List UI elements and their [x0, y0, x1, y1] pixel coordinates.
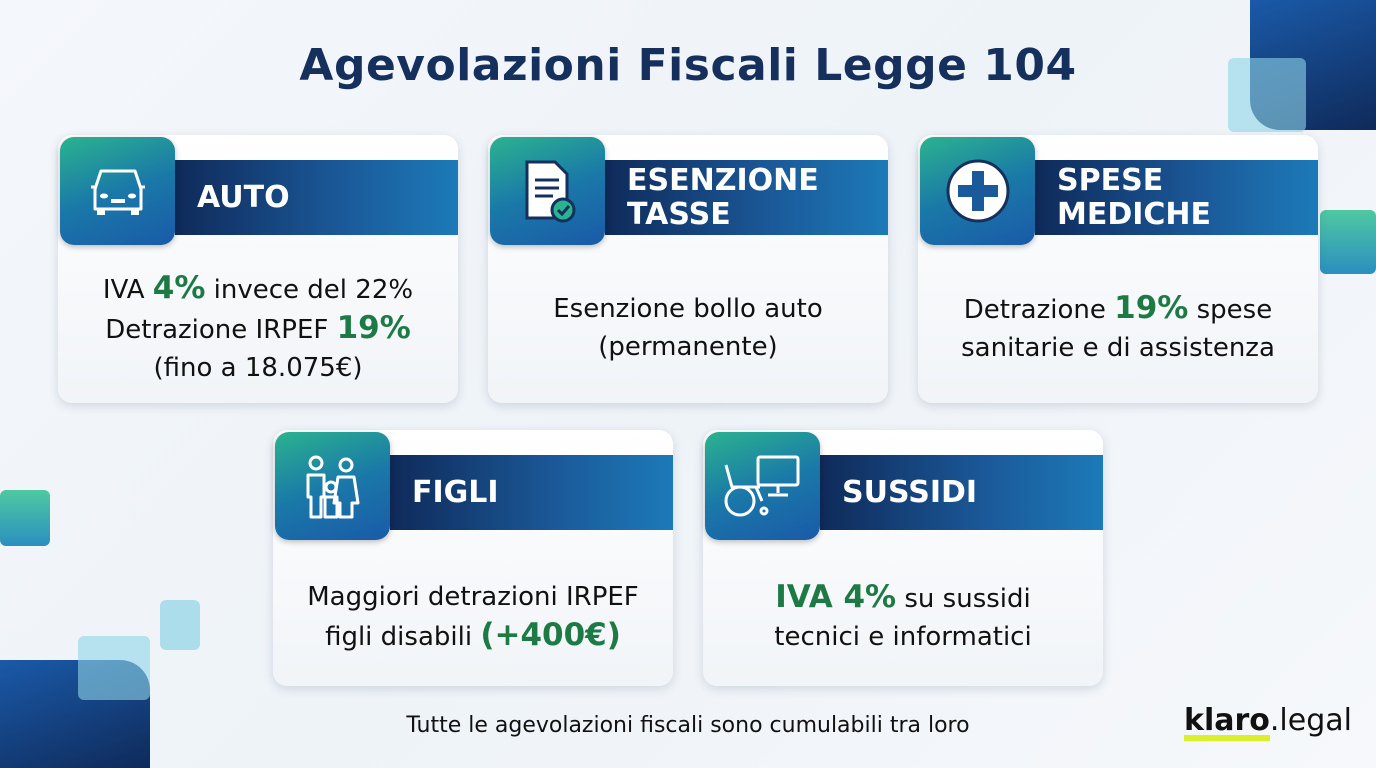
- line-text: (permanente): [598, 332, 778, 362]
- card-heading: SPESE MEDICHE: [1035, 160, 1318, 235]
- logo-bold: klaro: [1184, 703, 1270, 738]
- highlight-value: IVA 4%: [775, 579, 897, 615]
- card-heading: AUTO: [175, 160, 458, 235]
- card-line: sanitarie e di assistenza: [961, 329, 1275, 367]
- decor-shape: [78, 636, 150, 700]
- card-spese-mediche: SPESE MEDICHE Detrazione 19% spese sanitar…: [918, 135, 1318, 403]
- card-line: Detrazione IRPEF 19%: [105, 309, 411, 349]
- car-icon: [60, 137, 175, 245]
- line-text: Maggiori detrazioni IRPEF: [307, 582, 639, 612]
- card-line: figli disabili (+400€): [325, 616, 621, 656]
- page-title: Agevolazioni Fiscali Legge 104: [299, 40, 1077, 91]
- wheelchair-computer-icon: [705, 432, 820, 540]
- card-sussidi: SUSSIDI IVA 4% su sussidi tecnici e inform…: [703, 430, 1103, 686]
- line-text: figli disabili: [325, 622, 481, 652]
- card-line: Maggiori detrazioni IRPEF: [307, 578, 639, 616]
- card-figli: FIGLI Maggiori detrazioni IRPEF figli disa…: [273, 430, 673, 686]
- card-body: Maggiori detrazioni IRPEF figli disabili …: [273, 548, 673, 686]
- decor-shape: [160, 600, 200, 650]
- line-text: spese: [1188, 295, 1273, 325]
- card-heading: ESENZIONE TASSE: [605, 160, 888, 235]
- line-text: IVA: [102, 275, 153, 305]
- card-line: IVA 4% invece del 22%: [103, 269, 413, 309]
- decor-shape: [1228, 58, 1306, 132]
- footer-note: Tutte le agevolazioni fiscali sono cumul…: [406, 713, 970, 738]
- card-body: Detrazione 19% spese sanitarie e di assis…: [918, 253, 1318, 403]
- highlight-value: 19%: [336, 310, 411, 346]
- medical-cross-icon: [920, 137, 1035, 245]
- card-auto: AUTO IVA 4% invece del 22% Detrazione IRPE…: [58, 135, 458, 403]
- line-text: su sussidi: [896, 584, 1031, 614]
- decor-shape: [0, 490, 50, 546]
- card-body: IVA 4% invece del 22% Detrazione IRPEF 19…: [58, 253, 458, 403]
- highlight-value: (+400€): [480, 617, 621, 653]
- card-line: (fino a 18.075€): [153, 349, 362, 387]
- decor-shape: [1320, 210, 1376, 274]
- logo: klaro.legal: [1184, 703, 1352, 738]
- card-heading-text: SPESE MEDICHE: [1057, 162, 1212, 232]
- card-line: (permanente): [598, 328, 777, 366]
- document-check-icon: [490, 137, 605, 245]
- card-line: Detrazione 19% spese: [964, 289, 1272, 329]
- card-heading-text: ESENZIONE TASSE: [627, 162, 819, 232]
- line-text: Detrazione IRPEF: [105, 315, 337, 345]
- family-icon: [275, 432, 390, 540]
- card-esenzione-tasse: ESENZIONE TASSE Esenzione bollo auto (perm…: [488, 135, 888, 403]
- card-heading-text: FIGLI: [412, 474, 499, 510]
- logo-light: .legal: [1269, 703, 1352, 738]
- card-line: Esenzione bollo auto: [553, 290, 823, 328]
- card-line: tecnici e informatici: [774, 618, 1031, 656]
- highlight-value: 4%: [152, 270, 206, 306]
- line-text: invece del 22%: [205, 275, 414, 305]
- card-heading-text: SUSSIDI: [842, 474, 978, 510]
- card-line: IVA 4% su sussidi: [775, 578, 1030, 618]
- line-text: Detrazione: [963, 295, 1115, 325]
- card-heading-text: AUTO: [197, 179, 290, 215]
- card-body: Esenzione bollo auto (permanente): [488, 253, 888, 403]
- card-body: IVA 4% su sussidi tecnici e informatici: [703, 548, 1103, 686]
- line-text: sanitarie e di assistenza: [961, 333, 1275, 363]
- card-heading: SUSSIDI: [820, 455, 1103, 530]
- highlight-value: 19%: [1114, 290, 1189, 326]
- line-text: Esenzione bollo auto: [553, 294, 823, 324]
- line-text: tecnici e informatici: [774, 622, 1032, 652]
- line-text: (fino a 18.075€): [153, 353, 363, 383]
- card-heading: FIGLI: [390, 455, 673, 530]
